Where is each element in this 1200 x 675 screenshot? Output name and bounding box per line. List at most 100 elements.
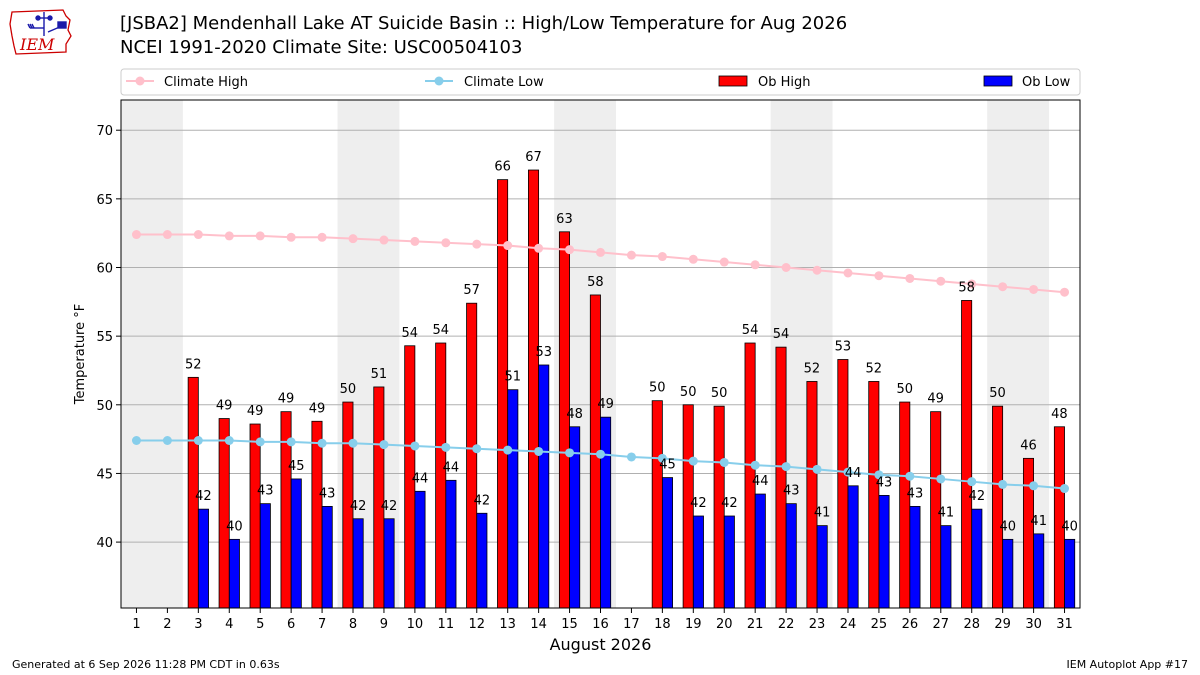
ob-low-label: 41 bbox=[938, 506, 955, 521]
climate-low-point bbox=[472, 444, 482, 454]
climate-low-point bbox=[162, 435, 172, 445]
ob-low-bar bbox=[909, 505, 921, 609]
ob-low-bar bbox=[290, 478, 302, 609]
ob-low-bar bbox=[321, 505, 333, 609]
ob-high-bar bbox=[311, 420, 323, 609]
x-tick-label: 14 bbox=[530, 617, 547, 632]
ob-high-bar bbox=[218, 418, 230, 609]
climate-high-point bbox=[936, 276, 946, 286]
climate-low-point bbox=[719, 457, 729, 467]
ob-high-label: 66 bbox=[494, 160, 511, 175]
legend-frame bbox=[120, 68, 1081, 96]
x-tick-label: 7 bbox=[318, 617, 326, 632]
ob-high-label: 67 bbox=[525, 150, 542, 165]
ob-low-bar bbox=[259, 503, 271, 609]
ob-high-label: 46 bbox=[1020, 438, 1037, 453]
climate-low-point bbox=[286, 437, 296, 447]
climate-low-point bbox=[750, 460, 760, 470]
ob-high-bar bbox=[373, 386, 385, 609]
iowa-outline-icon bbox=[9, 9, 72, 55]
climate-high-point bbox=[286, 232, 296, 242]
y-tick-label: 55 bbox=[96, 330, 113, 345]
climate-high-point bbox=[472, 239, 482, 249]
ob-low-bar bbox=[538, 364, 550, 609]
ob-low-label: 48 bbox=[566, 407, 583, 422]
ob-low-label: 40 bbox=[1061, 519, 1078, 534]
ob-high-bar bbox=[775, 346, 787, 609]
x-tick-label: 8 bbox=[349, 617, 357, 632]
climate-low-point bbox=[131, 435, 141, 445]
ob-low-label: 43 bbox=[257, 484, 274, 499]
climate-low-point bbox=[441, 442, 451, 452]
ob-high-label: 49 bbox=[927, 392, 944, 407]
x-tick-label: 10 bbox=[407, 617, 424, 632]
climate-high-point bbox=[812, 265, 822, 275]
climate-high-point bbox=[750, 260, 760, 270]
climate-low-point bbox=[781, 462, 791, 472]
x-tick-label: 18 bbox=[654, 617, 671, 632]
ob-high-label: 54 bbox=[773, 327, 790, 342]
ob-low-label: 42 bbox=[350, 499, 367, 514]
x-tick-label: 13 bbox=[499, 617, 516, 632]
x-tick-label: 4 bbox=[225, 617, 233, 632]
y-tick-label: 60 bbox=[96, 262, 113, 277]
ob-high-bar bbox=[249, 423, 261, 609]
ob-high-bar bbox=[435, 342, 447, 609]
climate-high-point bbox=[657, 252, 667, 262]
y-tick-label: 50 bbox=[96, 399, 113, 414]
x-tick-label: 5 bbox=[256, 617, 264, 632]
generated-footnote: Generated at 6 Sep 2026 11:28 PM CDT in … bbox=[12, 658, 280, 671]
climate-low-point bbox=[317, 438, 327, 448]
climate-high-point bbox=[1029, 284, 1039, 294]
legend: Climate High Climate Low Ob High Ob Low bbox=[120, 68, 1081, 96]
climate-high-point bbox=[379, 235, 389, 245]
climate-high-point bbox=[781, 263, 791, 273]
climate-low-point bbox=[998, 479, 1008, 489]
climate-low-point bbox=[812, 464, 822, 474]
climate-high-point bbox=[441, 238, 451, 248]
ob-high-label: 50 bbox=[340, 382, 357, 397]
climate-low-point bbox=[1060, 484, 1070, 494]
climate-high-point bbox=[317, 232, 327, 242]
climate-high-point bbox=[162, 230, 172, 240]
x-tick-label: 27 bbox=[933, 617, 950, 632]
climate-low-point bbox=[936, 474, 946, 484]
ob-high-bar bbox=[899, 401, 911, 609]
x-tick-label: 30 bbox=[1025, 617, 1042, 632]
x-tick-label: 2 bbox=[163, 617, 171, 632]
chart-title: [JSBA2] Mendenhall Lake AT Suicide Basin… bbox=[120, 13, 848, 34]
climate-high-point bbox=[688, 254, 698, 264]
chart-subtitle: NCEI 1991-2020 Climate Site: USC00504103 bbox=[120, 37, 523, 58]
weather-station-icon bbox=[27, 12, 67, 36]
ob-low-bar bbox=[383, 518, 395, 609]
ob-low-label: 42 bbox=[195, 489, 212, 504]
ob-low-bar bbox=[661, 477, 673, 609]
ob-high-label: 49 bbox=[309, 401, 326, 416]
climate-high-point bbox=[626, 250, 636, 260]
ob-high-label: 48 bbox=[1051, 407, 1068, 422]
x-tick-label: 20 bbox=[716, 617, 733, 632]
ob-low-bar bbox=[476, 512, 488, 609]
legend-climate-high-marker bbox=[135, 76, 145, 86]
ob-high-bar bbox=[992, 405, 1004, 609]
legend-climate-low-marker bbox=[434, 76, 444, 86]
climate-high-point bbox=[1060, 287, 1070, 297]
ob-low-bar bbox=[1002, 538, 1014, 609]
climate-low-point bbox=[967, 477, 977, 487]
ob-low-label: 43 bbox=[783, 484, 800, 499]
y-tick-label: 40 bbox=[96, 536, 113, 551]
climate-low-point bbox=[1029, 481, 1039, 491]
climate-high-point bbox=[596, 247, 605, 257]
climate-high-point bbox=[998, 282, 1008, 292]
ob-low-bar bbox=[600, 416, 612, 609]
legend-climate-low-label: Climate Low bbox=[464, 75, 544, 90]
ob-low-label: 42 bbox=[721, 496, 738, 511]
ob-high-bar bbox=[806, 381, 818, 609]
y-tick-label: 45 bbox=[96, 467, 113, 482]
ob-low-bar bbox=[692, 515, 704, 609]
climate-high-point bbox=[843, 268, 853, 278]
ob-low-bar bbox=[847, 485, 859, 609]
ob-low-label: 44 bbox=[752, 474, 769, 489]
ob-low-bar bbox=[785, 503, 797, 609]
